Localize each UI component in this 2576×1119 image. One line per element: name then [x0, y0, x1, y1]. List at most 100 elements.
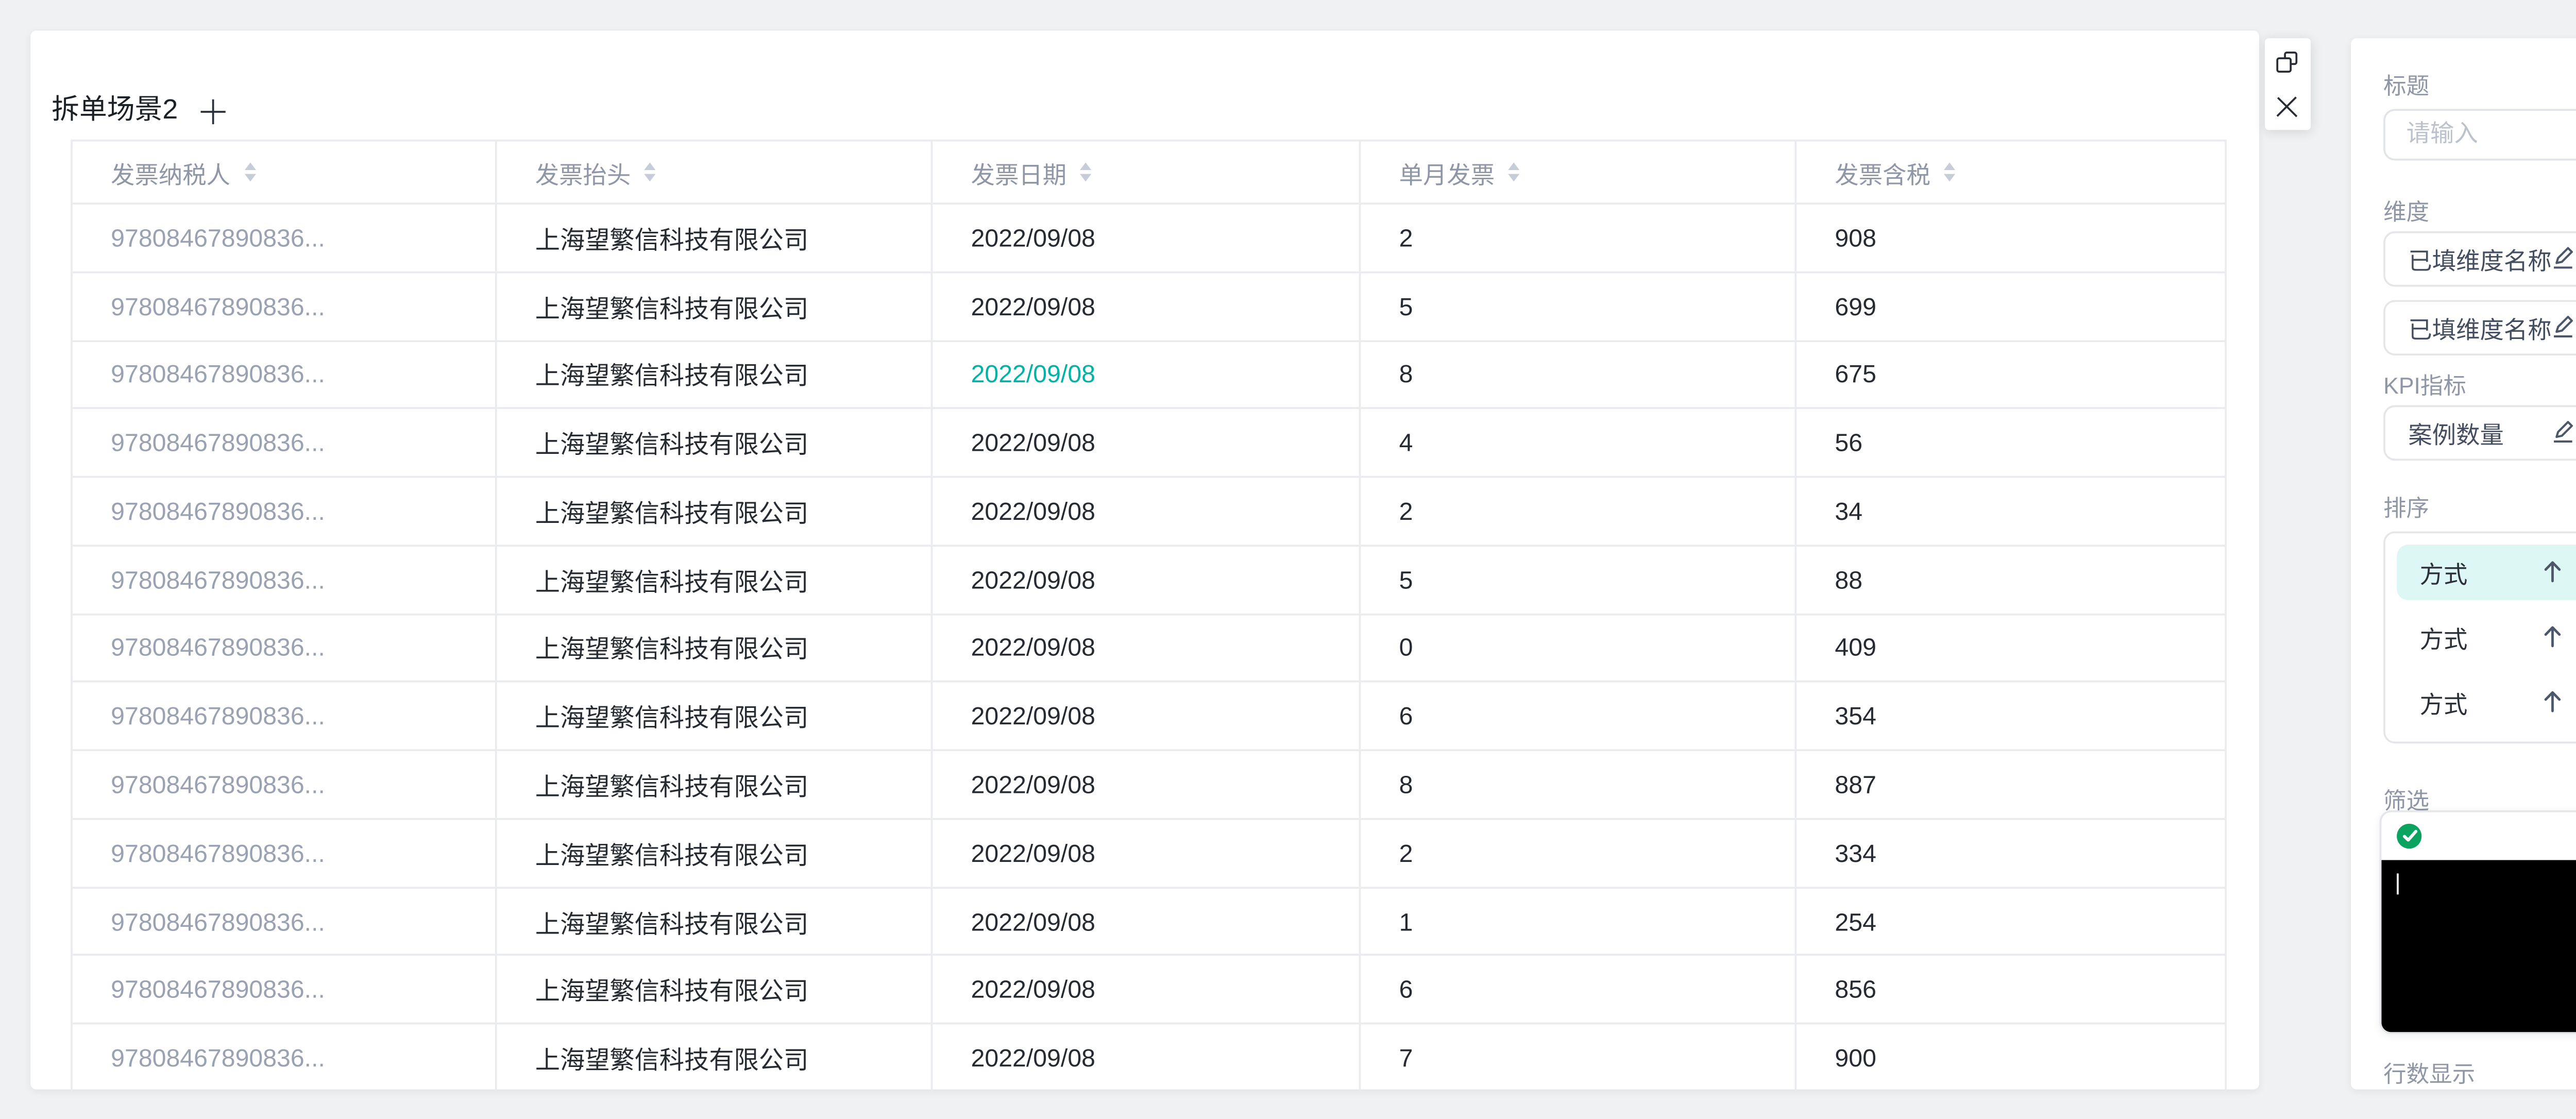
table-row[interactable]: 97808467890836... 上海望繁信科技有限公司 2022/09/08…: [72, 546, 2225, 615]
sort-carets-icon[interactable]: [1943, 162, 1956, 182]
rows-display-label: 行数显示: [2383, 1060, 2476, 1087]
cell-monthly-invoices: 8: [1361, 751, 1797, 818]
cell-company: 上海望繁信科技有限公司: [497, 341, 933, 408]
add-scenario-icon[interactable]: [200, 99, 226, 125]
cell-monthly-invoices: 4: [1361, 410, 1797, 476]
cell-taxpayer: 97808467890836...: [73, 820, 497, 887]
arrow-up-icon[interactable]: [2542, 625, 2563, 648]
kpi-list: 案例数量: [2383, 404, 2576, 460]
title-input[interactable]: [2385, 120, 2576, 147]
dimension-list: 已填维度名称 已填维度名称: [2383, 230, 2576, 355]
cell-company: 上海望繁信科技有限公司: [497, 820, 933, 887]
cell-monthly-invoices: 2: [1361, 820, 1797, 887]
dimension-section-header: 维度: [2383, 194, 2576, 227]
arrow-up-icon[interactable]: [2542, 690, 2563, 713]
sort-section-header: 排序: [2383, 490, 2576, 523]
cell-company: 上海望繁信科技有限公司: [497, 478, 933, 545]
scenario-title-row: 拆单场景2: [52, 95, 226, 126]
cell-company: 上海望繁信科技有限公司: [497, 1025, 933, 1092]
cell-monthly-invoices: 2: [1361, 204, 1797, 271]
cell-taxpayer: 97808467890836...: [73, 341, 497, 408]
kpi-tag-label: 案例数量: [2408, 421, 2504, 448]
table-column-header[interactable]: 发票纳税人: [73, 141, 497, 203]
sort-item[interactable]: 方式: [2397, 673, 2576, 730]
sort-carets-icon[interactable]: [1080, 162, 1092, 182]
sort-item-label: 方式: [2419, 691, 2468, 718]
edit-pencil-icon[interactable]: [2552, 315, 2575, 338]
table-column-header[interactable]: 发票抬头: [497, 141, 933, 203]
table-header-row: 发票纳税人 发票抬头 发票日期 单月发票 发票含税: [72, 141, 2225, 205]
cell-taxpayer: 97808467890836...: [73, 751, 497, 818]
sort-carets-icon[interactable]: [1508, 162, 1520, 182]
table-body: 97808467890836... 上海望繁信科技有限公司 2022/09/08…: [72, 204, 2225, 1092]
cell-tax-included: 409: [1835, 633, 1876, 663]
table-column-header[interactable]: 单月发票: [1361, 141, 1797, 203]
sort-carets-icon[interactable]: [244, 162, 256, 182]
cell-company: 上海望繁信科技有限公司: [497, 751, 933, 818]
cell-taxpayer: 97808467890836...: [73, 273, 497, 340]
column-label: 发票含税: [1835, 161, 1930, 189]
cell-date: 2022/09/08: [933, 615, 1361, 682]
table-row[interactable]: 97808467890836... 上海望繁信科技有限公司 2022/09/08…: [72, 204, 2225, 273]
cell-taxpayer: 97808467890836...: [73, 956, 497, 1023]
sort-item-label: 方式: [2419, 561, 2468, 588]
table-row[interactable]: 97808467890836... 上海望繁信科技有限公司 2022/09/08…: [72, 956, 2225, 1025]
sort-list: 方式 方式 方式: [2383, 530, 2576, 743]
cell-monthly-invoices: 8: [1361, 341, 1797, 408]
dimension-tag[interactable]: 已填维度名称: [2383, 299, 2576, 355]
cell-monthly-invoices: 7: [1361, 1025, 1797, 1092]
sort-item-label: 方式: [2419, 625, 2468, 653]
edit-pencil-icon[interactable]: [2552, 247, 2575, 270]
table-column-header[interactable]: 发票日期: [933, 141, 1361, 203]
cell-tax-included: 354: [1835, 702, 1876, 731]
cell-tax-included: 675: [1835, 360, 1876, 389]
table-row[interactable]: 97808467890836... 上海望繁信科技有限公司 2022/09/08…: [72, 341, 2225, 410]
inspector-panel: 标题 维度 已填维度名称 已填维度名称: [2351, 37, 2576, 1088]
page-title: 拆单场景2: [52, 95, 178, 126]
cell-date: 2022/09/08: [933, 888, 1361, 955]
copy-icon[interactable]: [2277, 50, 2298, 72]
dimension-tag-label: 已填维度名称: [2408, 247, 2552, 275]
cell-date: 2022/09/08: [933, 410, 1361, 476]
filter-editor-header: [2381, 811, 2576, 859]
table-row[interactable]: 97808467890836... 上海望繁信科技有限公司 2022/09/08…: [72, 410, 2225, 478]
cell-date: 2022/09/08: [933, 204, 1361, 271]
sort-item[interactable]: 方式: [2397, 544, 2576, 600]
table-row[interactable]: 97808467890836... 上海望繁信科技有限公司 2022/09/08…: [72, 683, 2225, 752]
table-column-header[interactable]: 发票含税: [1797, 142, 2225, 203]
cell-taxpayer: 97808467890836...: [73, 683, 497, 750]
table-row[interactable]: 97808467890836... 上海望繁信科技有限公司 2022/09/08…: [72, 820, 2225, 888]
cell-tax-included: 254: [1835, 907, 1876, 936]
table-row[interactable]: 97808467890836... 上海望繁信科技有限公司 2022/09/08…: [72, 751, 2225, 820]
column-label: 发票日期: [971, 161, 1067, 189]
cell-taxpayer: 97808467890836...: [73, 888, 497, 955]
title-section-label: 标题: [2383, 72, 2430, 99]
table-row[interactable]: 97808467890836... 上海望繁信科技有限公司 2022/09/08…: [72, 478, 2225, 547]
text-cursor: [2397, 872, 2400, 894]
dimension-tag[interactable]: 已填维度名称: [2383, 230, 2576, 286]
cell-date: 2022/09/08: [933, 956, 1361, 1023]
sort-carets-icon[interactable]: [644, 162, 656, 182]
cell-company: 上海望繁信科技有限公司: [497, 546, 933, 613]
kpi-tag[interactable]: 案例数量: [2383, 404, 2576, 460]
edit-pencil-icon[interactable]: [2552, 420, 2575, 444]
table-row[interactable]: 97808467890836... 上海望繁信科技有限公司 2022/09/08…: [72, 888, 2225, 957]
cell-date: 2022/09/08: [933, 273, 1361, 340]
sort-item[interactable]: 方式: [2397, 608, 2576, 665]
cell-company: 上海望繁信科技有限公司: [497, 956, 933, 1023]
cell-company: 上海望繁信科技有限公司: [497, 273, 933, 340]
cell-date: 2022/09/08: [933, 341, 1361, 408]
cell-company: 上海望繁信科技有限公司: [497, 615, 933, 682]
cell-date: 2022/09/08: [933, 683, 1361, 750]
arrow-up-icon[interactable]: [2542, 560, 2563, 583]
close-icon[interactable]: [2276, 94, 2299, 117]
cell-monthly-invoices: 1: [1361, 888, 1797, 955]
table-row[interactable]: 97808467890836... 上海望繁信科技有限公司 2022/09/08…: [73, 1025, 2225, 1092]
filter-code-area[interactable]: [2381, 859, 2576, 1031]
title-input-wrapper: [2383, 108, 2576, 160]
table-row[interactable]: 97808467890836... 上海望繁信科技有限公司 2022/09/08…: [72, 615, 2225, 683]
cell-date: 2022/09/08: [933, 1025, 1361, 1092]
cell-taxpayer: 97808467890836...: [73, 204, 497, 271]
table-row[interactable]: 97808467890836... 上海望繁信科技有限公司 2022/09/08…: [72, 273, 2225, 342]
